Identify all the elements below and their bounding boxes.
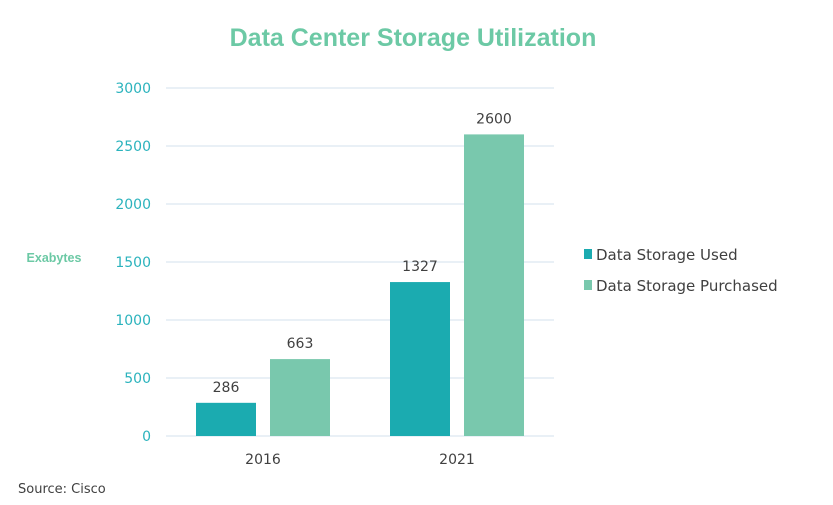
bar-2021-1 [464, 134, 524, 436]
y-tick-label: 2000 [115, 197, 151, 213]
x-tick-label: 2021 [439, 452, 475, 468]
y-tick-label: 1500 [115, 255, 151, 271]
source-note: Source: Cisco [18, 482, 106, 497]
y-tick-label: 500 [124, 371, 151, 387]
bar-2016-0 [196, 402, 256, 436]
data-label: 286 [213, 380, 240, 396]
chart-title: Data Center Storage Utilization [230, 24, 597, 52]
data-label: 663 [287, 336, 314, 352]
data-label: 1327 [402, 259, 438, 275]
legend-label: Data Storage Used [596, 246, 738, 264]
y-tick-label: 1000 [115, 313, 151, 329]
y-tick-label: 2500 [115, 139, 151, 155]
bar-2021-0 [390, 282, 450, 436]
y-tick-label: 3000 [115, 81, 151, 97]
legend-label: Data Storage Purchased [596, 277, 778, 295]
bar-2016-1 [270, 359, 330, 436]
y-tick-label: 0 [142, 429, 151, 445]
data-label: 2600 [476, 111, 512, 127]
x-tick-label: 2016 [245, 452, 281, 468]
legend-swatch [584, 280, 592, 290]
legend-swatch [584, 249, 592, 259]
y-axis-label: Exabytes [27, 251, 82, 265]
